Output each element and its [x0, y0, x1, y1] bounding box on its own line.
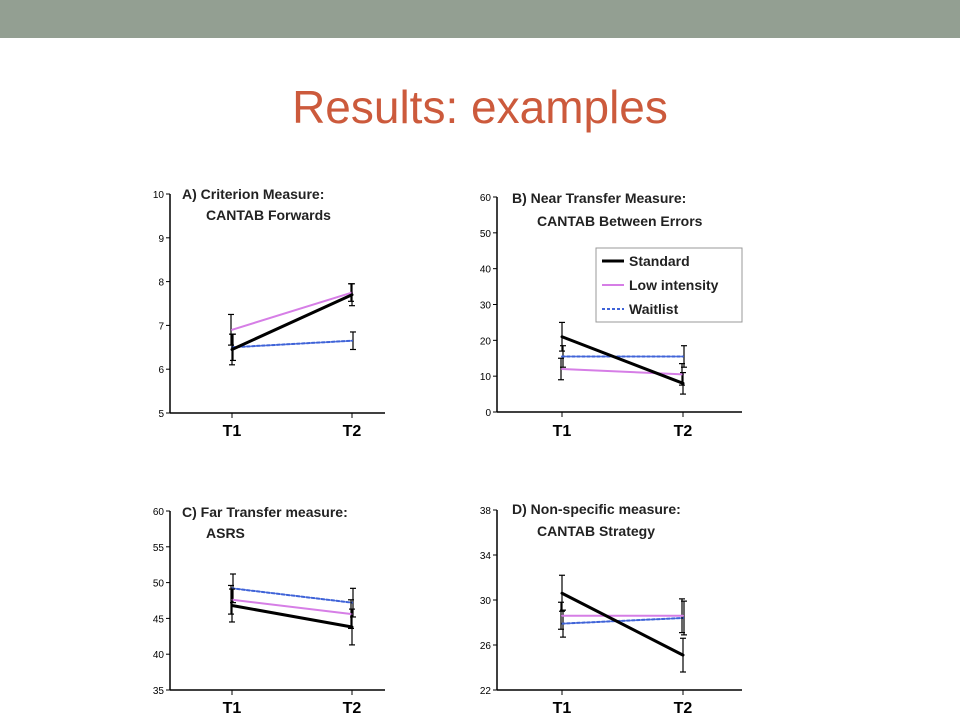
chart-c: 35 40 45 50 55 60 T1 T2 C) Far Transfer measure:… [153, 504, 385, 717]
chart-subtitle: CANTAB Strategy [537, 523, 655, 539]
series-line [560, 591, 685, 657]
legend-label: Low intensity [629, 277, 719, 293]
y-tick-label: 40 [480, 265, 492, 276]
chart-subtitle: CANTAB Forwards [206, 207, 331, 223]
series-standard [229, 283, 355, 366]
slide-title: Results: examples [292, 81, 668, 133]
y-tick-label: 22 [480, 686, 492, 697]
x-tick-label: T1 [223, 423, 242, 440]
series-waitlist [230, 331, 356, 362]
chart-title: C) Far Transfer measure: [182, 504, 348, 520]
series-low-intensity [558, 357, 685, 386]
x-tick-label: T2 [343, 423, 362, 440]
series-waitlist [230, 573, 356, 618]
series-line [231, 587, 353, 604]
series-standard [559, 321, 686, 395]
series-standard [229, 588, 355, 646]
x-tick-label: T2 [674, 423, 693, 440]
y-tick-label: 20 [480, 336, 492, 347]
y-tick-label: 10 [153, 190, 165, 201]
y-tick-label: 40 [153, 650, 165, 661]
y-tick-label: 50 [153, 579, 165, 590]
series-waitlist [560, 600, 687, 638]
x-tick-label: T2 [674, 700, 693, 717]
series-line [231, 339, 353, 349]
series-line [560, 335, 685, 385]
y-tick-label: 38 [480, 506, 492, 517]
y-tick-label: 55 [153, 543, 165, 554]
legend-label: Standard [629, 253, 690, 269]
legend-label: Waitlist [629, 301, 679, 317]
x-tick-label: T1 [553, 423, 572, 440]
series-line [230, 293, 354, 351]
y-tick-label: 7 [158, 321, 164, 332]
y-tick-label: 60 [480, 193, 492, 204]
series-low-intensity [228, 584, 354, 630]
series-line [561, 368, 684, 376]
series-line [231, 598, 353, 616]
chart-b: 0 10 20 30 40 50 60 T1 T2 B) Near Transfer Measur… [480, 190, 743, 440]
chart-subtitle: ASRS [206, 525, 245, 541]
series-low-intensity [558, 598, 685, 634]
legend: Standard Low intensity Waitlist [595, 247, 743, 323]
series-line [230, 604, 354, 629]
y-tick-label: 10 [480, 372, 492, 383]
y-tick-label: 34 [480, 551, 492, 562]
y-tick-label: 8 [158, 278, 164, 289]
chart-title: A) Criterion Measure: [182, 186, 324, 202]
chart-title: B) Near Transfer Measure: [512, 190, 686, 206]
y-tick-label: 45 [153, 614, 165, 625]
chart-title: D) Non-specific measure: [512, 501, 681, 517]
y-tick-label: 35 [153, 686, 165, 697]
series-waitlist [560, 345, 687, 368]
chart-a: 5 6 7 8 9 10 T1 T2 A) Criterion Measure: CANTAB F… [153, 186, 385, 440]
y-tick-label: 30 [480, 301, 492, 312]
y-tick-label: 9 [158, 234, 164, 245]
y-tick-label: 0 [485, 408, 491, 419]
y-tick-label: 6 [158, 365, 164, 376]
y-tick-label: 50 [480, 229, 492, 240]
y-tick-label: 60 [153, 507, 165, 518]
top-accent-bar [0, 0, 960, 38]
y-tick-label: 5 [158, 409, 164, 420]
series-line [561, 617, 684, 625]
x-tick-label: T1 [223, 700, 242, 717]
x-tick-label: T2 [343, 700, 362, 717]
series-low-intensity [228, 283, 354, 346]
x-tick-label: T1 [553, 700, 572, 717]
y-tick-label: 26 [480, 641, 492, 652]
chart-d: 22 26 30 34 38 T1 T2 D) Non-specific measure: CA… [480, 501, 742, 717]
y-tick-label: 30 [480, 596, 492, 607]
series-line [231, 291, 353, 331]
chart-subtitle: CANTAB Between Errors [537, 213, 703, 229]
series-standard [559, 574, 686, 673]
